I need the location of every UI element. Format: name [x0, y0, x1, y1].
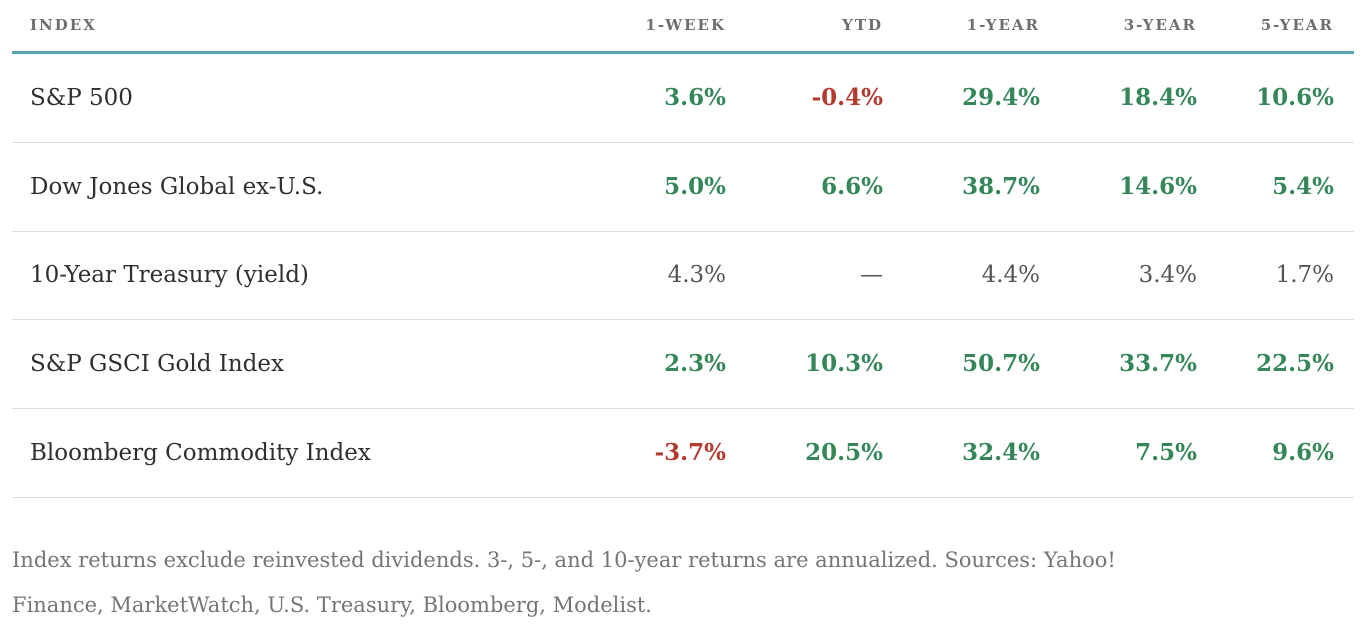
index-name: 10-Year Treasury (yield) [12, 231, 569, 320]
value-cell: 22.5% [1197, 319, 1354, 409]
value-cell: — [726, 231, 883, 320]
table-row: S&P 500 3.6% -0.4% 29.4% 18.4% 10.6% [12, 52, 1354, 143]
value-cell: 3.6% [569, 52, 726, 143]
value-cell: 5.0% [569, 142, 726, 232]
table-body: S&P 500 3.6% -0.4% 29.4% 18.4% 10.6% Dow Jones… [12, 52, 1354, 498]
value-cell: 4.3% [569, 231, 726, 320]
value-cell: 2.3% [569, 319, 726, 409]
value-cell: 4.4% [883, 231, 1040, 320]
index-name: Bloomberg Commodity Index [12, 408, 569, 498]
value-cell: 10.6% [1197, 52, 1354, 143]
value-cell: 10.3% [726, 319, 883, 409]
table-row: 10-Year Treasury (yield) 4.3% —4.4% 3.4% 1.7… [12, 231, 1354, 320]
value-cell: 50.7% [883, 319, 1040, 409]
index-returns-table: INDEX 1-WEEK YTD 1-YEAR 3-YEAR 5-YEAR S&… [12, 0, 1354, 498]
value-cell: 7.5% [1040, 408, 1197, 498]
value-cell: 18.4% [1040, 52, 1197, 143]
value-cell: 3.4% [1040, 231, 1197, 320]
header-row: INDEX 1-WEEK YTD 1-YEAR 3-YEAR 5-YEAR [12, 0, 1354, 54]
column-header-1-year: 1-YEAR [883, 0, 1040, 54]
column-header-1-week: 1-WEEK [569, 0, 726, 54]
column-header-5-year: 5-YEAR [1197, 0, 1354, 54]
index-name: S&P GSCI Gold Index [12, 319, 569, 409]
value-cell: 1.7% [1197, 231, 1354, 320]
table-row: S&P GSCI Gold Index 2.3% 10.3% 50.7% 33.7% 22… [12, 319, 1354, 409]
value-cell: 5.4% [1197, 142, 1354, 232]
value-cell: 33.7% [1040, 319, 1197, 409]
column-header-index: INDEX [12, 0, 569, 54]
value-cell: 38.7% [883, 142, 1040, 232]
value-cell: 14.6% [1040, 142, 1197, 232]
value-cell: 29.4% [883, 52, 1040, 143]
index-name: S&P 500 [12, 52, 569, 143]
value-cell: -3.7% [569, 408, 726, 498]
table-row: Bloomberg Commodity Index -3.7% 20.5% 32.4%… [12, 408, 1354, 498]
index-name: Dow Jones Global ex-U.S. [12, 142, 569, 232]
footnote: Index returns exclude reinvested dividen… [12, 548, 1116, 617]
column-header-ytd: YTD [726, 0, 883, 54]
value-cell: 9.6% [1197, 408, 1354, 498]
value-cell: 6.6% [726, 142, 883, 232]
value-cell: 20.5% [726, 408, 883, 498]
table-row: Dow Jones Global ex-U.S. 5.0% 6.6% 38.7% 14.… [12, 142, 1354, 232]
value-cell: -0.4% [726, 52, 883, 143]
column-header-3-year: 3-YEAR [1040, 0, 1197, 54]
value-cell: 32.4% [883, 408, 1040, 498]
